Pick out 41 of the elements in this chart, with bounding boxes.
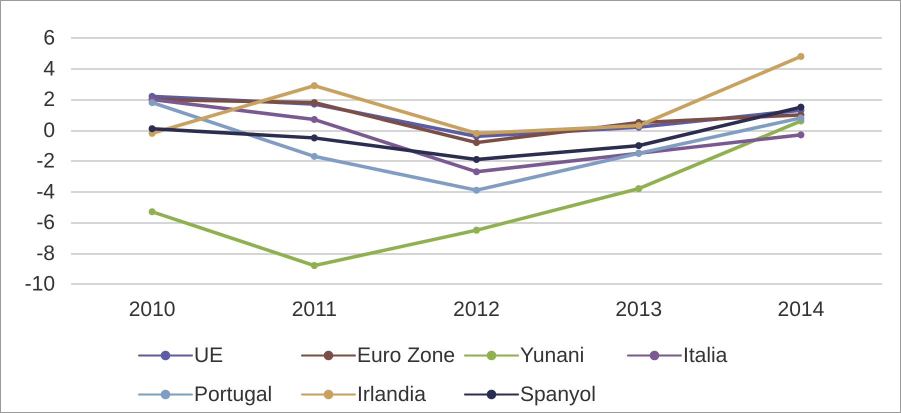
point [310,134,318,142]
point [797,131,804,138]
point [473,186,480,194]
point [797,104,804,111]
point [797,114,804,122]
legend-label: Portugal [194,383,272,406]
point [635,142,642,150]
point [473,139,480,146]
point [310,116,318,123]
point [148,208,156,216]
point [473,226,480,234]
point [473,130,480,137]
legend-label: Yunani [520,344,584,367]
y-tick-label: -8 [36,242,55,265]
point [473,168,480,176]
point [797,52,804,60]
legend-label: Italia [683,344,728,367]
y-tick-label: -6 [36,211,55,234]
x-tick-label: 2011 [292,298,337,321]
legend-label: UE [194,344,224,367]
x-tick-label: 2012 [453,298,500,321]
point [635,185,642,192]
x-tick-label: 2013 [615,298,662,321]
point [473,156,480,163]
y-tick-label: -4 [36,180,56,204]
point [148,125,156,132]
x-tick-label: 2010 [128,298,176,321]
legend-label: Euro Zone [357,344,456,367]
point [310,262,318,270]
y-tick-label: 6 [43,26,55,50]
point [148,99,156,106]
y-tick-label: 4 [43,57,56,80]
y-tick-label: -2 [36,150,55,172]
x-tick-label: 2014 [778,298,825,321]
point [310,152,318,160]
legend-label: Spanyol [520,383,596,406]
point [310,82,318,90]
y-tick-label: 2 [43,88,55,111]
y-tick-label: 0 [43,118,55,142]
legend-label: Irlandia [357,383,426,406]
y-tick-label: -10 [24,272,55,296]
